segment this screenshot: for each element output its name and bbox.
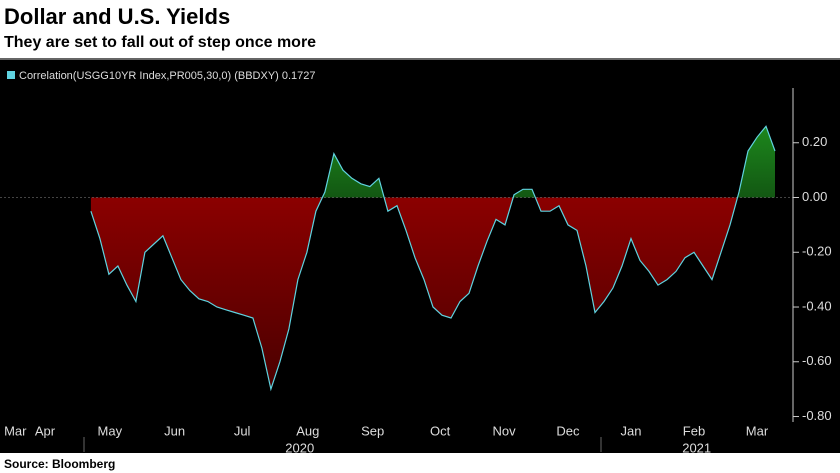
y-tick-label: -0.60 — [802, 353, 832, 368]
area-negative — [90, 197, 738, 390]
x-tick-label: Oct — [430, 423, 451, 438]
y-tick-label: -0.20 — [802, 244, 832, 259]
x-tick-label: Jun — [164, 423, 185, 438]
x-tick-label: Jul — [234, 423, 251, 438]
x-tick-label: May — [98, 423, 123, 438]
x-tick-label: Feb — [683, 423, 705, 438]
x-tick-label: Apr — [35, 423, 56, 438]
legend-swatch — [7, 71, 15, 79]
x-tick-label: Sep — [361, 423, 384, 438]
source: Source: Bloomberg — [4, 457, 115, 471]
chart-subtitle: They are set to fall out of step once mo… — [4, 34, 316, 51]
x-tick-label: Mar — [746, 423, 769, 438]
line — [90, 125, 776, 392]
y-tick-label: -0.80 — [802, 408, 832, 423]
x-tick-label: Dec — [556, 423, 580, 438]
year-label: 2021 — [682, 440, 711, 455]
year-label: 2020 — [285, 440, 314, 455]
chart-title: Dollar and U.S. Yields — [4, 4, 230, 29]
y-tick-label: 0.00 — [802, 189, 827, 204]
x-tick-label: Aug — [296, 423, 319, 438]
y-tick-label: -0.40 — [802, 298, 832, 313]
y-tick-label: 0.20 — [802, 134, 827, 149]
x-tick-label: Jan — [620, 423, 641, 438]
x-tick-label: Nov — [493, 423, 517, 438]
x-tick-label: Mar — [4, 423, 27, 438]
legend-label: Correlation(USGG10YR Index,PR005,30,0) (… — [19, 70, 316, 82]
